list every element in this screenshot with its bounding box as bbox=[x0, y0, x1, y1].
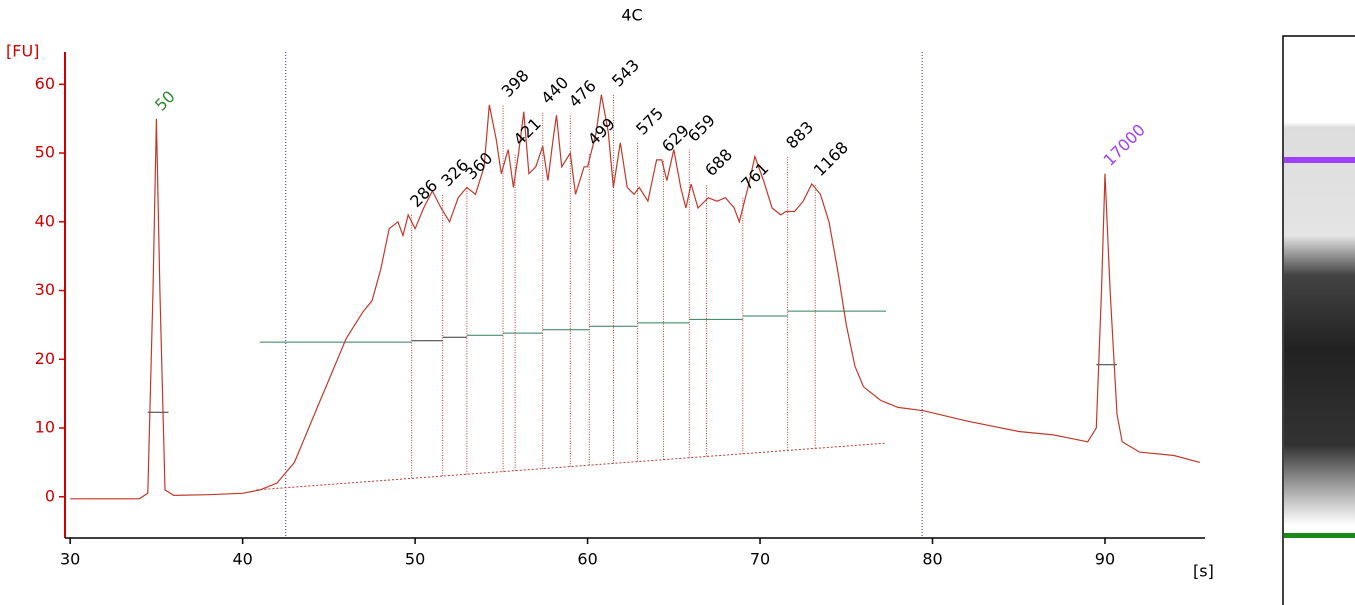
peak-label: 761 bbox=[737, 159, 772, 194]
x-tick-label: 80 bbox=[922, 550, 942, 569]
x-tick-label: 50 bbox=[405, 550, 425, 569]
peak-label: 883 bbox=[782, 117, 817, 152]
y-axis-label: [FU] bbox=[6, 42, 39, 61]
peak-label: 476 bbox=[565, 76, 600, 111]
x-tick-label: 90 bbox=[1095, 550, 1115, 569]
peak-label: 50 bbox=[151, 87, 179, 115]
peak-label: 688 bbox=[701, 145, 736, 180]
x-tick-label: 70 bbox=[750, 550, 770, 569]
y-tick-label: 40 bbox=[35, 211, 55, 230]
y-tick-label: 10 bbox=[35, 418, 55, 437]
trace bbox=[70, 94, 1200, 500]
baseline bbox=[256, 442, 886, 491]
peak-label: 1168 bbox=[810, 138, 852, 180]
x-axis-label: [s] bbox=[1193, 562, 1214, 581]
peak-label: 499 bbox=[584, 114, 619, 149]
peak-label: 629 bbox=[658, 121, 693, 156]
x-tick-label: 40 bbox=[232, 550, 252, 569]
peak-label: 398 bbox=[498, 66, 533, 101]
y-tick-label: 20 bbox=[35, 349, 55, 368]
y-tick-label: 50 bbox=[35, 143, 55, 162]
peak-label: 440 bbox=[537, 73, 572, 108]
peak-label: 659 bbox=[684, 111, 719, 146]
peak-label: 17000 bbox=[1100, 120, 1149, 169]
peak-label: 360 bbox=[461, 148, 496, 183]
peak-label: 421 bbox=[510, 114, 545, 149]
peak-label: 575 bbox=[632, 104, 667, 139]
y-tick-label: 30 bbox=[35, 280, 55, 299]
x-tick-label: 60 bbox=[577, 550, 597, 569]
chart-title: 4C bbox=[621, 6, 642, 25]
x-tick-label: 30 bbox=[60, 550, 80, 569]
peak-label: 543 bbox=[608, 56, 643, 91]
gel-lane bbox=[1282, 35, 1355, 605]
peak-label: 286 bbox=[406, 176, 441, 211]
y-tick-label: 0 bbox=[45, 486, 55, 505]
y-tick-label: 60 bbox=[35, 74, 55, 93]
